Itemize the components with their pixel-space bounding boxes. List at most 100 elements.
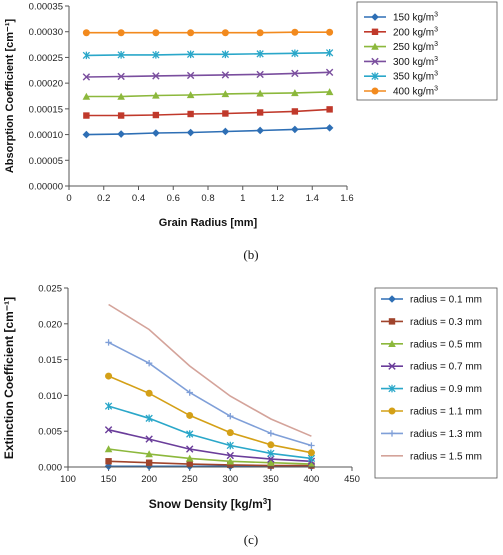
data-point	[226, 451, 234, 460]
data-point	[256, 109, 264, 116]
series-line	[108, 448, 312, 465]
y-tick-label: 0.00010	[29, 130, 63, 141]
chart-c-x-axis-title: Snow Density [kg/m3]	[149, 497, 271, 511]
data-point	[186, 91, 195, 99]
legend-label: radius = 0.1 mm	[410, 295, 482, 306]
data-point	[221, 127, 230, 136]
data-point	[145, 459, 153, 466]
chart-c-legend-box	[374, 287, 498, 479]
data-point	[221, 71, 230, 79]
data-point	[145, 359, 153, 367]
x-tick-label: 1.2	[271, 193, 284, 204]
data-point	[187, 29, 195, 37]
chart-b: 150 kg/m3 200 kg/m3 250 kg/m3 300 kg/m3 350 …	[4, 1, 498, 262]
series-line	[108, 405, 312, 460]
data-point	[117, 112, 125, 119]
x-tick-label: 250	[182, 474, 198, 485]
data-point	[117, 72, 125, 81]
data-point	[82, 73, 91, 81]
data-point	[82, 130, 91, 139]
legend-label: 300 kg/m3	[393, 56, 438, 68]
data-point	[83, 112, 90, 119]
data-point	[145, 435, 153, 443]
y-tick-label: 0.00000	[29, 182, 63, 193]
data-point	[308, 442, 315, 449]
data-point	[145, 389, 153, 397]
data-point	[256, 50, 264, 58]
legend-label: radius = 1.5 mm	[410, 451, 482, 462]
data-point	[152, 91, 160, 99]
y-tick-label: 0.000	[38, 463, 62, 474]
data-point	[326, 106, 333, 113]
x-tick-label: 0.4	[132, 193, 145, 204]
x-tick-label: 1.4	[306, 193, 319, 204]
chart-b-y-axis-title: Absorption Coefficient [cm⁻¹]	[4, 19, 16, 174]
y-tick-label: 0.00035	[29, 2, 63, 13]
x-tick-label: 1	[240, 193, 245, 204]
data-point	[187, 110, 194, 118]
series-line	[86, 31, 330, 34]
data-point	[256, 126, 264, 135]
data-point	[104, 445, 113, 453]
data-point	[325, 124, 334, 132]
data-point	[152, 29, 160, 37]
data-point	[267, 455, 275, 463]
x-tick-label: 0.6	[167, 193, 180, 204]
data-point	[105, 458, 112, 465]
y-tick-label: 0.00020	[29, 79, 63, 90]
legend-marker	[371, 28, 379, 35]
data-point	[152, 51, 160, 59]
data-point	[291, 49, 299, 58]
data-point	[227, 412, 234, 420]
y-tick-label: 0.025	[38, 284, 62, 295]
legend-marker	[388, 407, 396, 415]
chart-b-x-axis-title: Grain Radius [mm]	[159, 217, 258, 229]
data-point	[82, 29, 90, 37]
y-tick-label: 0.015	[38, 355, 62, 366]
data-point	[307, 449, 315, 457]
data-point	[226, 457, 235, 465]
y-tick-label: 0.010	[38, 391, 62, 402]
data-point	[256, 29, 264, 37]
y-tick-label: 0.00015	[29, 104, 63, 115]
legend-marker	[371, 87, 379, 95]
data-point	[291, 125, 299, 134]
legend-label: radius = 1.3 mm	[410, 429, 482, 440]
chart-c-legend: radius = 0.1 mm radius = 0.3 mm radius = 0…	[381, 295, 482, 462]
data-point	[291, 108, 299, 115]
data-point	[221, 90, 230, 98]
y-tick-label: 0.00030	[29, 27, 63, 38]
legend-label: 200 kg/m3	[393, 26, 438, 38]
legend-marker	[388, 318, 396, 325]
legend-label: radius = 0.3 mm	[410, 317, 482, 328]
data-point	[186, 411, 194, 419]
data-point	[186, 128, 195, 137]
series-line	[86, 71, 330, 78]
x-tick-label: 350	[263, 474, 279, 485]
series-line	[108, 341, 312, 447]
chart-b-series	[82, 28, 334, 139]
chart-c-y-axis-title: Extinction Coefficient [cm⁻¹]	[2, 297, 16, 459]
data-point	[226, 429, 234, 437]
data-point	[221, 50, 230, 59]
data-point	[186, 460, 193, 468]
series-line	[108, 303, 312, 437]
x-tick-label: 200	[141, 474, 157, 485]
y-tick-label: 0.020	[38, 319, 62, 330]
x-tick-label: 100	[60, 474, 76, 485]
legend-label: 400 kg/m3	[393, 86, 438, 98]
series-line	[108, 375, 312, 454]
x-tick-label: 1.6	[340, 193, 353, 204]
x-tick-label: 0.2	[97, 193, 110, 204]
series-line	[86, 127, 330, 136]
chart-c-series	[104, 303, 316, 471]
data-point	[82, 51, 91, 60]
chart-b-legend: 150 kg/m3 200 kg/m3 250 kg/m3 300 kg/m3 350 …	[364, 12, 438, 98]
data-point	[267, 458, 275, 466]
data-point	[105, 339, 112, 346]
y-tick-label: 0.005	[38, 427, 62, 438]
chart-b-legend-box	[356, 1, 498, 101]
legend-marker	[388, 430, 396, 437]
legend-label: radius = 0.9 mm	[410, 384, 482, 395]
